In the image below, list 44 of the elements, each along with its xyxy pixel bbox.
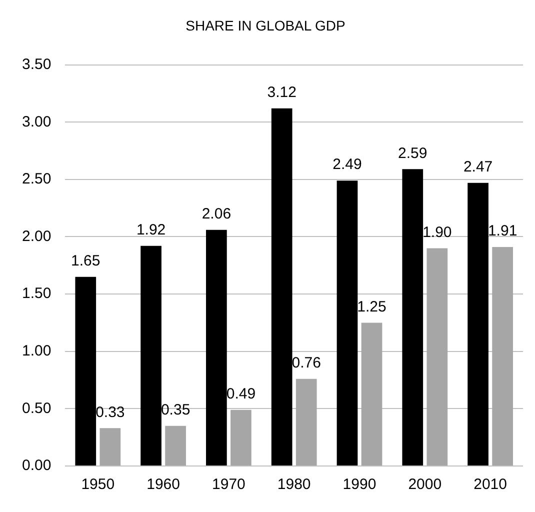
y-tick-label: 0.50 [22,400,52,417]
bar [75,276,96,466]
y-tick-label: 1.00 [22,342,52,360]
y-tick-label: 3.00 [22,113,52,130]
chart-title: SHARE IN GLOBAL GDP [186,17,346,34]
data-label: 2.06 [202,206,232,223]
bar [230,410,252,466]
bar [100,428,121,466]
data-label: 1.91 [488,222,518,240]
bar [402,169,424,466]
bar [336,180,358,466]
x-tick-label: 1980 [277,476,311,494]
bar [271,108,292,466]
bar [165,426,186,466]
x-tick-label: 2000 [408,476,442,494]
x-tick-label: 1950 [81,476,115,494]
data-label: 1.92 [136,222,166,239]
bar [492,247,513,466]
bar [361,322,382,466]
data-label: 1.65 [71,252,100,270]
y-tick-label: 1.50 [22,285,52,302]
data-label: 1.25 [357,298,386,316]
data-label: 0.35 [160,402,190,419]
bar [140,246,162,466]
data-label: 0.49 [226,385,256,402]
x-tick-label: 1970 [212,476,246,494]
data-label: 2.59 [398,144,428,162]
x-tick-label: 2010 [474,476,507,494]
bar [206,230,227,466]
data-label: 1.90 [422,224,452,241]
data-label: 0.33 [96,404,125,421]
data-label: 0.76 [292,354,321,372]
y-tick-label: 2.50 [22,170,52,188]
x-tick-label: 1990 [342,476,376,494]
x-tick-label: 1960 [146,476,180,494]
y-tick-label: 0.00 [22,457,52,474]
bar [426,248,448,466]
bar [468,182,488,466]
y-tick-label: 3.50 [22,56,52,73]
data-label: 2.49 [332,156,362,174]
bar [296,378,317,466]
data-label: 3.12 [267,84,296,101]
data-label: 2.47 [463,158,493,176]
y-tick-label: 2.00 [22,228,52,245]
